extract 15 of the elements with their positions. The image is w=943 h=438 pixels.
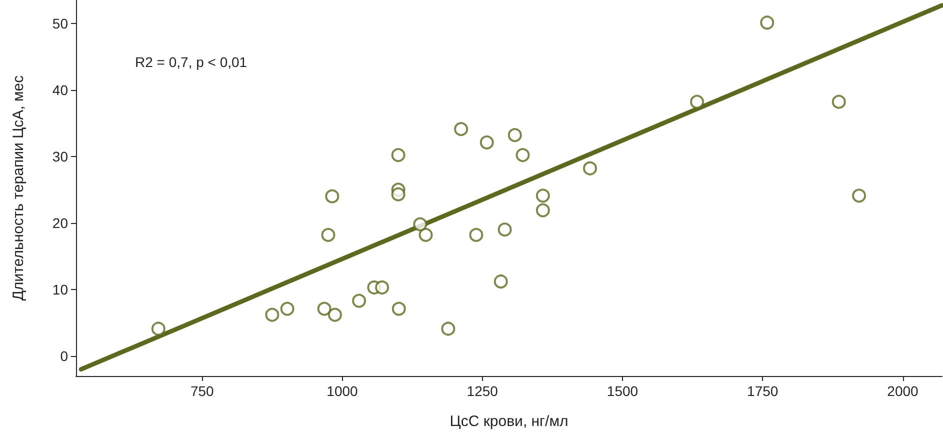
x-tick-label: 2000 xyxy=(887,383,919,399)
y-tick-label: 40 xyxy=(52,82,68,98)
y-tick-label: 0 xyxy=(60,348,68,364)
x-tick-label: 1250 xyxy=(466,383,498,399)
y-axis-title: Длительность терапии ЦсА, мес xyxy=(10,74,27,301)
x-tick-label: 1500 xyxy=(606,383,638,399)
x-tick-label: 1750 xyxy=(747,383,778,399)
x-tick-label: 1000 xyxy=(326,383,358,399)
y-tick-label: 50 xyxy=(52,15,68,32)
x-tick-label: 750 xyxy=(190,383,214,399)
annotation: R2 = 0,7, p < 0,01 xyxy=(135,54,248,70)
x-axis-title: ЦсС крови, нг/мл xyxy=(450,413,568,430)
y-tick-label: 20 xyxy=(52,214,68,231)
y-tick-label: 10 xyxy=(52,281,68,298)
y-tick-label: 30 xyxy=(52,148,68,164)
